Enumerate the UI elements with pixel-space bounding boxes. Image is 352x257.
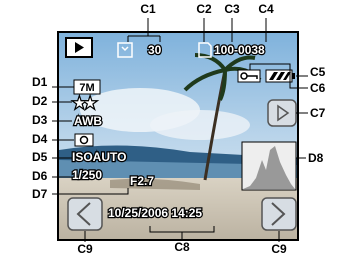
callout-label: C1 <box>140 2 156 16</box>
aperture: F2.7 <box>130 174 154 188</box>
callout-label: C2 <box>196 2 212 16</box>
file-number: 100-0038 <box>214 43 265 57</box>
iso-sensitivity: ISOAUTO <box>72 150 126 164</box>
play-mode-icon <box>66 38 92 57</box>
screen-diagram: 30 100-0038 7M ★★ AWB ISOAUTO 1/250 F2.7… <box>0 0 352 257</box>
callout-label: D8 <box>308 151 324 165</box>
play-button <box>268 100 296 126</box>
recorded-pixels: 7M <box>79 82 94 94</box>
white-balance: AWB <box>74 114 102 128</box>
callout-label: C3 <box>224 2 240 16</box>
callout-label: D4 <box>32 132 48 146</box>
callout-label: D1 <box>32 75 48 89</box>
callout-label: C7 <box>310 106 326 120</box>
callout-label: D7 <box>32 187 48 201</box>
callout-label: D2 <box>32 94 48 108</box>
callout-label: D3 <box>32 113 48 127</box>
callout-label: D6 <box>32 169 48 183</box>
callout-label: C8 <box>174 240 190 254</box>
callout-label: C4 <box>258 2 274 16</box>
next-button <box>262 198 296 230</box>
shutter-speed: 1/250 <box>72 168 102 182</box>
callout-label: C9 <box>271 242 287 256</box>
date-time: 10/25/2006 14:25 <box>108 206 202 220</box>
callout-label: D5 <box>32 150 48 164</box>
battery-icon <box>266 70 295 82</box>
callout-label: C6 <box>310 81 326 95</box>
callout-label: C9 <box>77 242 93 256</box>
prev-button <box>68 198 102 230</box>
protect-icon <box>238 70 260 82</box>
histogram <box>242 142 296 190</box>
metering-icon <box>75 134 93 146</box>
callout-label: C5 <box>310 65 326 79</box>
image-count: 30 <box>148 43 162 57</box>
quality-level: ★★ <box>74 96 96 110</box>
